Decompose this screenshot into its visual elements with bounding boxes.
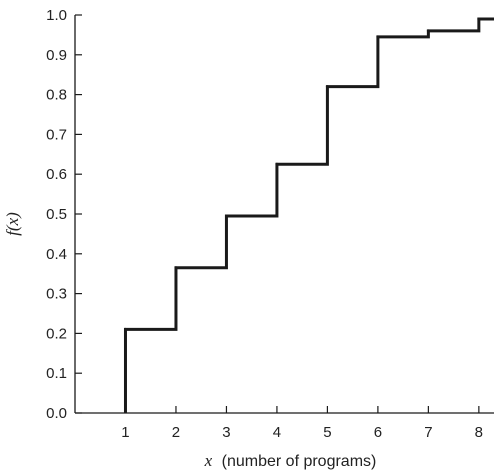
x-tick-label: 5: [323, 424, 331, 441]
x-tick-label: 2: [172, 424, 180, 441]
y-tick-label: 0.8: [46, 87, 67, 104]
y-tick-label: 0.1: [46, 365, 67, 382]
x-tick-label: 1: [121, 424, 129, 441]
step-point: [224, 214, 228, 218]
y-axis: 0.0 0.1 0.2 0.3 0.4 0.5 0.6 0.7 0.8 0.9 1.0: [46, 7, 82, 422]
y-tick-label: 0.4: [46, 246, 67, 263]
step-point: [376, 35, 380, 39]
x-tick-label: 8: [475, 424, 483, 441]
step-series-line: [123, 17, 494, 413]
y-tick-label: 0.0: [46, 405, 67, 422]
x-axis-variable: x: [204, 451, 213, 470]
x-axis: 1 2 3 4 5 6 7 8: [75, 406, 494, 441]
y-tick-label: 0.5: [46, 206, 67, 223]
step-point: [426, 29, 430, 33]
x-axis-label: x (number of programs): [204, 451, 377, 470]
x-tick-label: 4: [273, 424, 281, 441]
step-point: [477, 17, 481, 21]
step-point: [174, 266, 178, 270]
y-tick-label: 0.3: [46, 286, 67, 303]
y-tick-label: 0.9: [46, 47, 67, 64]
x-tick-label: 7: [424, 424, 432, 441]
x-tick-label: 6: [374, 424, 382, 441]
step-point: [275, 162, 279, 166]
y-tick-label: 0.7: [46, 126, 67, 143]
step-point: [325, 85, 329, 89]
x-tick-label: 3: [222, 424, 230, 441]
plot-area: [123, 17, 494, 413]
y-tick-label: 0.6: [46, 166, 67, 183]
x-axis-description: (number of programs): [222, 453, 377, 470]
y-tick-label: 0.2: [46, 325, 67, 342]
step-point: [123, 327, 127, 331]
y-axis-label: f(x): [3, 212, 22, 236]
y-tick-label: 1.0: [46, 7, 67, 24]
